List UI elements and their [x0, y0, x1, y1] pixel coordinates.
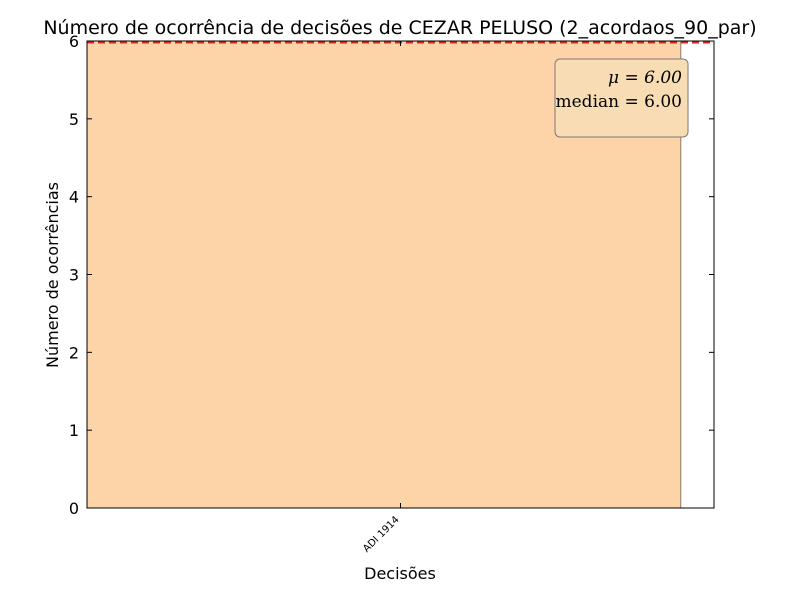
stats-box-background	[554, 58, 689, 138]
y-tick-label: 1	[69, 421, 79, 440]
y-tick-label: 2	[69, 343, 79, 362]
stats-box: μ = 6.00 median = 6.00	[554, 58, 689, 138]
y-tick-label: 4	[69, 188, 79, 207]
stats-mean: μ = 6.00	[608, 68, 682, 88]
y-tick-label: 5	[69, 110, 79, 129]
stats-median: median = 6.00	[556, 92, 683, 112]
chart-title: Número de ocorrência de decisões de CEZA…	[43, 17, 756, 39]
y-tick-label: 6	[69, 32, 79, 51]
y-axis-label: Número de ocorrências	[43, 182, 62, 368]
y-tick-label: 0	[69, 499, 79, 518]
x-tick-label: ADI 1914	[361, 514, 401, 554]
x-axis-label: Decisões	[364, 564, 436, 583]
y-tick-label: 3	[69, 266, 79, 285]
